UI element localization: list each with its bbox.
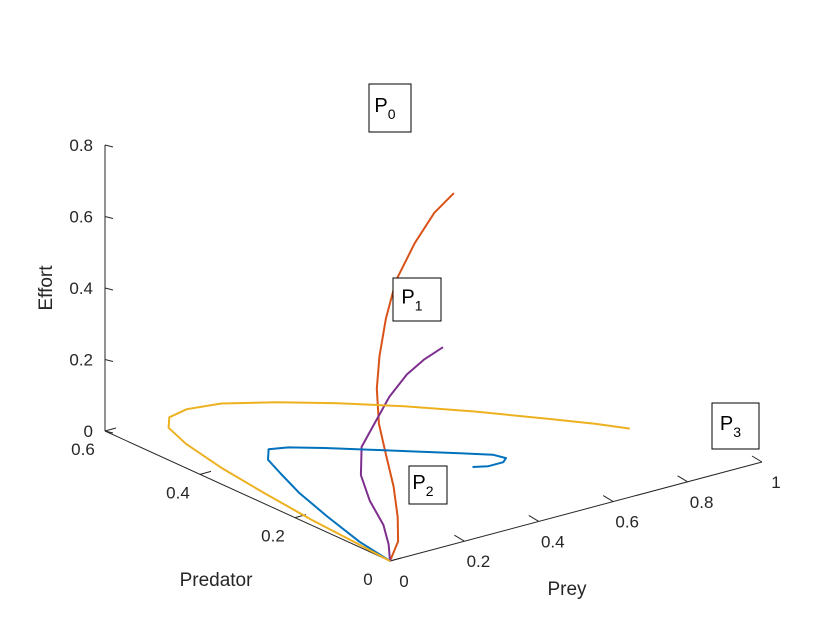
annotation-subscript: 1	[415, 298, 423, 314]
z-tick-label: 0.6	[69, 208, 93, 227]
x-tick-mark	[751, 455, 763, 463]
y-tick-mark	[104, 427, 117, 432]
series-line-0	[375, 192, 455, 562]
z-tick-mark	[104, 287, 114, 291]
x-tick-label: 0	[399, 572, 408, 591]
z-tick-mark	[104, 430, 114, 434]
x-tick-mark	[454, 534, 465, 542]
z-tick-label: 0.8	[69, 136, 93, 155]
z-tick-label: 0.2	[69, 351, 93, 370]
x-tick-label: 0.2	[467, 552, 491, 571]
z-tick-label: 0.4	[69, 279, 93, 298]
x-tick-mark	[602, 495, 614, 503]
y-axis-line	[104, 430, 391, 562]
annotation-base: P	[412, 472, 425, 494]
annotation-subscript: 0	[388, 106, 396, 122]
annotation-label: P0	[374, 95, 395, 122]
y-axis-label: Predator	[180, 570, 254, 591]
annotation-base: P	[374, 95, 387, 117]
y-tick-label: 0.4	[166, 483, 190, 502]
label-layer: Prey Predator Effort	[36, 265, 587, 600]
z-tick-mark	[104, 359, 114, 362]
z-axis-label: Effort	[36, 265, 57, 311]
x-tick-mark	[528, 514, 540, 522]
y-tick-label: 0	[363, 570, 372, 589]
series-line-3	[167, 401, 630, 562]
annotation-label: P1	[401, 287, 422, 314]
annotation-base: P	[401, 287, 414, 309]
x-axis-line	[389, 461, 763, 562]
annotation-label: P2	[412, 472, 433, 499]
x-tick-label: 1	[771, 473, 780, 492]
annotation-box	[368, 83, 412, 133]
annotation-p0: P0	[368, 83, 412, 133]
series-line-1	[359, 346, 444, 562]
annotation-label: P3	[720, 413, 741, 440]
y-tick-mark	[389, 557, 402, 562]
series-layer	[167, 192, 630, 562]
annotation-p2: P2	[408, 465, 448, 505]
x-tick-label: 0.8	[690, 493, 714, 512]
annotation-p3: P3	[711, 402, 760, 450]
y-tick-label: 0.2	[261, 527, 285, 546]
y-tick-label: 0.6	[71, 440, 95, 459]
annotation-subscript: 3	[733, 424, 741, 440]
annotation-subscript: 2	[426, 483, 434, 499]
annotation-box	[408, 465, 448, 505]
x-tick-mark	[677, 475, 688, 483]
x-axis-label: Prey	[547, 579, 587, 600]
z-tick-mark	[104, 144, 114, 148]
z-tick-mark	[104, 216, 114, 219]
annotation-p1: P1	[392, 277, 442, 322]
annotation-box	[392, 277, 442, 322]
x-tick-label: 0.6	[615, 513, 639, 532]
x-tick-label: 0.4	[541, 532, 565, 551]
y-tick-mark	[199, 470, 212, 475]
annotation-base: P	[720, 413, 733, 435]
annotation-box	[711, 402, 760, 450]
z-tick-label: 0	[84, 422, 93, 441]
series-line-2	[267, 446, 507, 562]
